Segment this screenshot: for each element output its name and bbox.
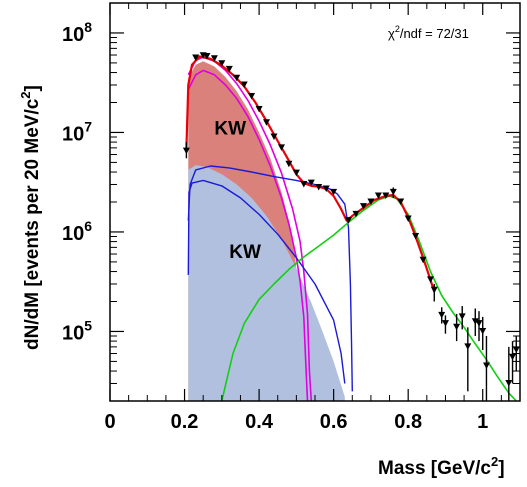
data-point-marker xyxy=(233,74,241,82)
blue-curve-lower xyxy=(187,179,346,384)
data-point-marker xyxy=(453,323,461,331)
x-tick-label: 0.4 xyxy=(245,411,274,433)
data-point-marker xyxy=(225,65,233,73)
data-point-marker xyxy=(360,203,367,210)
data-point-marker xyxy=(210,55,218,62)
data-point-layer xyxy=(182,52,520,401)
data-point-marker xyxy=(427,276,434,283)
data-point-marker xyxy=(300,181,308,188)
data-point-marker xyxy=(382,192,390,199)
region-label-kw-blue: KW xyxy=(229,242,261,263)
y-tick-label: 106 xyxy=(62,218,92,245)
data-point-marker xyxy=(471,318,479,325)
data-point-marker xyxy=(438,311,446,319)
data-point-marker xyxy=(412,233,420,240)
blue-filled-area xyxy=(188,165,345,401)
region-label-kw-red: KW xyxy=(214,119,246,140)
data-point-marker xyxy=(315,184,323,191)
data-point-marker xyxy=(307,179,315,187)
data-point-marker xyxy=(509,353,516,361)
x-tick-label: 0.2 xyxy=(171,411,199,433)
y-tick-label: 108 xyxy=(62,19,92,46)
x-tick-label: 0 xyxy=(104,411,115,433)
data-point-marker xyxy=(479,328,487,335)
data-point-marker xyxy=(292,169,300,177)
data-point-marker xyxy=(389,188,397,196)
data-point-marker xyxy=(442,320,449,327)
y-tick-label: 105 xyxy=(62,317,92,344)
x-tick-label: 0.6 xyxy=(320,411,348,433)
data-point-marker xyxy=(248,93,256,100)
data-point-marker xyxy=(464,343,472,350)
chi2-annotation: χ2/ndf = 72/31 xyxy=(388,24,469,41)
data-point-marker xyxy=(430,286,438,294)
data-point-marker xyxy=(240,81,248,88)
data-point-marker xyxy=(475,320,483,327)
data-point-marker xyxy=(203,53,211,60)
data-point-marker xyxy=(512,346,520,354)
y-axis-title: dN/dM [events per 20 MeV/c2] xyxy=(18,85,43,350)
fill-layer xyxy=(188,61,345,401)
data-point-marker xyxy=(367,198,375,205)
x-axis-title: Mass [GeV/c2] xyxy=(378,454,505,479)
x-tick-label: 0.8 xyxy=(394,411,422,433)
y-tick-label: 107 xyxy=(62,118,92,145)
data-point-marker xyxy=(218,60,226,67)
data-point-marker xyxy=(404,215,412,222)
data-point-marker xyxy=(352,210,360,218)
data-point-marker xyxy=(330,188,338,196)
data-point-marker xyxy=(270,133,278,140)
data-point-marker xyxy=(182,147,190,155)
data-point-marker xyxy=(458,313,466,320)
data-point-marker xyxy=(345,217,352,224)
data-point-marker xyxy=(483,362,490,369)
data-point-marker xyxy=(278,144,285,151)
data-point-marker xyxy=(322,185,330,192)
data-point-marker xyxy=(374,192,382,199)
data-point-marker xyxy=(255,106,263,113)
data-point-marker xyxy=(419,256,427,264)
x-tick-label: 1 xyxy=(477,411,488,433)
data-point-marker xyxy=(192,54,200,61)
data-point-marker xyxy=(505,380,513,387)
data-point-marker xyxy=(285,160,293,168)
magenta-curve-lower xyxy=(187,69,309,402)
data-point-marker xyxy=(263,119,270,126)
tick-layer: 0 0.2 0.4 0.6 0.8 1 105 106 107 108 xyxy=(62,3,520,433)
data-point-marker xyxy=(397,198,405,205)
